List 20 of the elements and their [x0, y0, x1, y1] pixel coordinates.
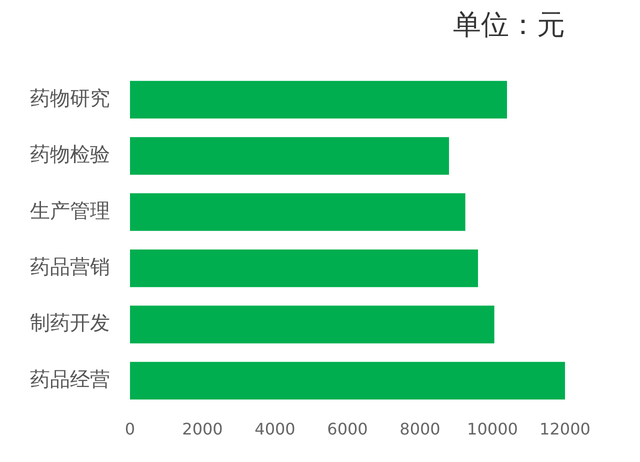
bar	[130, 306, 494, 344]
x-tick-label: 2000	[182, 420, 223, 439]
x-tick-label: 10000	[467, 420, 518, 439]
x-tick-label: 0	[124, 420, 136, 439]
y-tick-label: 药品经营	[30, 366, 110, 391]
bar	[130, 193, 466, 231]
x-tick-label: 12000	[540, 420, 590, 439]
bar	[130, 80, 507, 119]
x-tick-label: 8000	[400, 420, 440, 439]
y-tick-label: 药品营销	[30, 254, 110, 279]
bar	[130, 137, 449, 175]
bar	[130, 362, 565, 400]
y-tick-label: 药物研究	[30, 86, 110, 110]
bar	[130, 249, 478, 288]
y-tick-label: 生产管理	[30, 198, 110, 222]
x-tick-label: 6000	[327, 420, 368, 439]
y-tick-label: 药物检验	[30, 142, 110, 166]
chart-title: 单位：元	[453, 8, 565, 42]
y-tick-label: 制药开发	[30, 310, 110, 335]
x-tick-label: 4000	[254, 420, 296, 439]
